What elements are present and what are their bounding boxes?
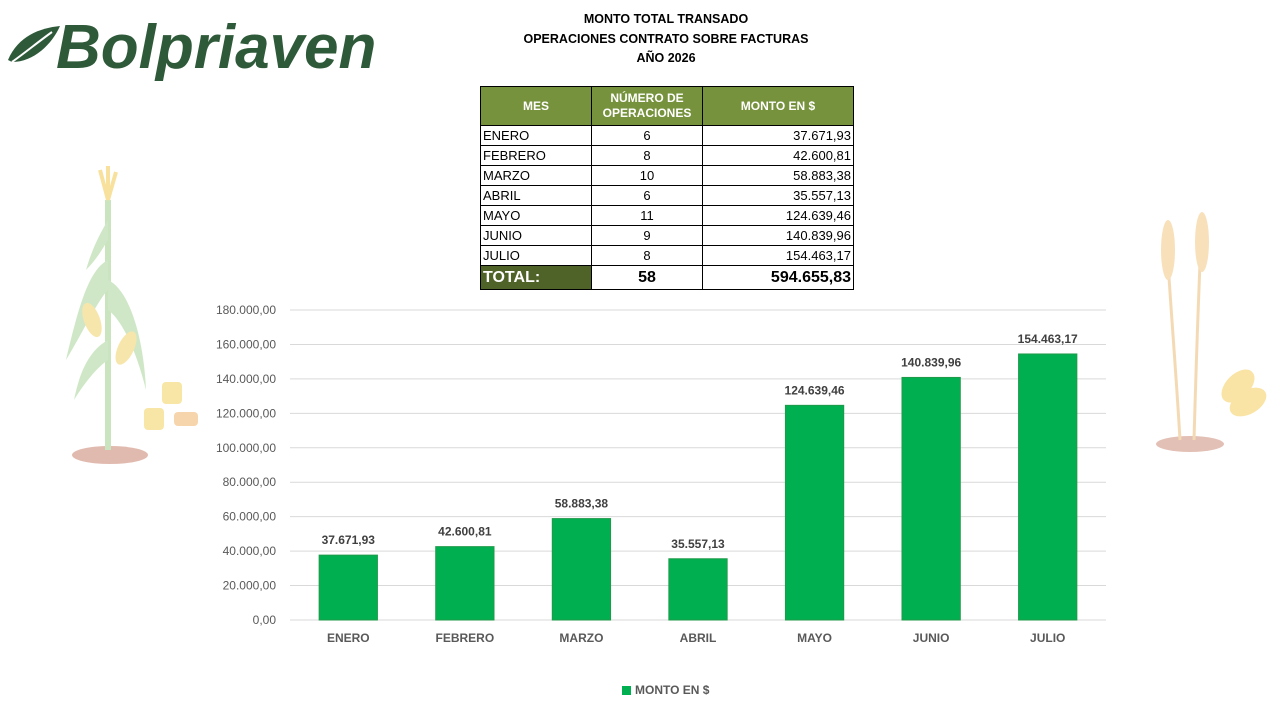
- bar-chart: 0,00 20.000,00 40.000,00 60.000,00 80.000,00…: [216, 303, 1106, 645]
- y-tick-label: 0,00: [253, 613, 277, 627]
- total-amount: 594.655,83: [702, 265, 854, 290]
- title-line-3: AÑO 2026: [636, 51, 696, 65]
- x-tick-label: JULIO: [1030, 631, 1065, 645]
- table-total-row: TOTAL: 58 594.655,83: [480, 265, 854, 290]
- bar: [784, 404, 845, 621]
- bar: [435, 546, 495, 621]
- bar: [318, 554, 378, 621]
- title-line-1: MONTO TOTAL TRANSADO: [583, 12, 749, 26]
- bar: [901, 376, 961, 621]
- x-tick-label: MAYO: [797, 631, 832, 645]
- amount-cell: 58.883,38: [702, 165, 854, 186]
- corn-plant-icon: [66, 166, 198, 464]
- legend-swatch: [622, 685, 631, 695]
- y-tick-label: 140.000,00: [216, 372, 276, 386]
- operations-cell: 11: [591, 205, 703, 226]
- x-tick-label: JUNIO: [913, 631, 950, 645]
- data-label: 124.639,46: [785, 383, 845, 397]
- brand-name: Bolpriaven: [56, 13, 377, 82]
- table-row: ABRIL 6 35.557,13: [480, 185, 854, 206]
- operations-cell: 6: [591, 185, 703, 206]
- amount-cell: 35.557,13: [702, 185, 854, 206]
- report-titles: MONTO TOTAL TRANSADO OPERACIONES CONTRAT…: [466, 10, 866, 69]
- y-tick-label: 100.000,00: [216, 441, 276, 455]
- table-row: FEBRERO 8 42.600,81: [480, 145, 854, 166]
- month-cell: ENERO: [480, 125, 592, 146]
- header-amount: MONTO EN $: [702, 86, 854, 126]
- operations-cell: 8: [591, 245, 703, 266]
- month-cell: FEBRERO: [480, 145, 592, 166]
- x-tick-label: FEBRERO: [436, 631, 495, 645]
- amount-cell: 37.671,93: [702, 125, 854, 146]
- summary-table: MES NÚMERO DE OPERACIONES MONTO EN $ ENE…: [480, 86, 854, 290]
- operations-cell: 6: [591, 125, 703, 146]
- brand-logo: Bolpriaven: [4, 8, 376, 88]
- x-tick-label: ENERO: [327, 631, 370, 645]
- total-label: TOTAL:: [480, 265, 592, 290]
- amount-cell: 42.600,81: [702, 145, 854, 166]
- amount-cell: 140.839,96: [702, 225, 854, 246]
- chart-legend: MONTO EN $: [622, 683, 709, 697]
- y-tick-label: 20.000,00: [223, 579, 277, 593]
- bar: [1018, 353, 1078, 621]
- y-tick-label: 40.000,00: [223, 544, 277, 558]
- month-cell: JULIO: [480, 245, 592, 266]
- y-tick-label: 160.000,00: [216, 337, 276, 351]
- month-cell: MAYO: [480, 205, 592, 226]
- operations-cell: 8: [591, 145, 703, 166]
- x-tick-label: MARZO: [559, 631, 603, 645]
- total-operations: 58: [591, 265, 703, 290]
- bar: [668, 558, 728, 621]
- y-tick-label: 120.000,00: [216, 406, 276, 420]
- operations-cell: 10: [591, 165, 703, 186]
- legend-label: MONTO EN $: [635, 683, 710, 697]
- table-row: MARZO 10 58.883,38: [480, 165, 854, 186]
- table-row: JUNIO 9 140.839,96: [480, 225, 854, 246]
- data-label: 42.600,81: [438, 525, 492, 539]
- data-label: 37.671,93: [322, 533, 376, 547]
- data-label: 154.463,17: [1018, 332, 1078, 346]
- table-header-row: MES NÚMERO DE OPERACIONES MONTO EN $: [480, 86, 854, 126]
- y-tick-label: 180.000,00: [216, 303, 276, 317]
- title-line-2: OPERACIONES CONTRATO SOBRE FACTURAS: [523, 31, 809, 46]
- table-row: MAYO 11 124.639,46: [480, 205, 854, 226]
- x-tick-label: ABRIL: [680, 631, 717, 645]
- operations-cell: 9: [591, 225, 703, 246]
- amount-cell: 154.463,17: [702, 245, 854, 266]
- data-label: 35.557,13: [671, 537, 725, 551]
- y-tick-label: 60.000,00: [223, 510, 277, 524]
- month-cell: JUNIO: [480, 225, 592, 246]
- data-label: 58.883,38: [555, 497, 609, 511]
- header-operations: NÚMERO DE OPERACIONES: [591, 86, 703, 126]
- leaf-logo-icon: [8, 26, 60, 63]
- month-cell: MARZO: [480, 165, 592, 186]
- table-row: ENERO 6 37.671,93: [480, 125, 854, 146]
- month-cell: ABRIL: [480, 185, 592, 206]
- bar: [551, 518, 612, 621]
- header-month: MES: [480, 86, 592, 126]
- data-label: 140.839,96: [901, 355, 961, 369]
- amount-cell: 124.639,46: [702, 205, 854, 226]
- wheat-plant-icon: [1156, 212, 1267, 452]
- y-tick-label: 80.000,00: [223, 475, 277, 489]
- table-row: JULIO 8 154.463,17: [480, 245, 854, 266]
